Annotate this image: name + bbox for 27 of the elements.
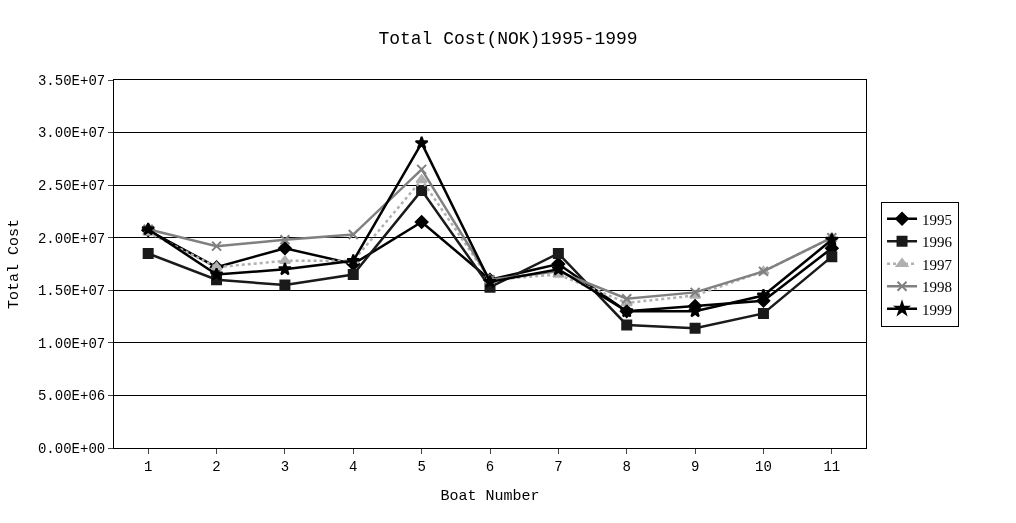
x-tick-label: 5	[417, 458, 426, 475]
y-tick-label: 2.50E+07	[37, 178, 106, 195]
y-tick-label: 1.50E+07	[37, 283, 106, 300]
y-tick-label: 3.00E+07	[37, 125, 106, 142]
x-tick-label: 10	[755, 458, 772, 475]
legend-label: 1999	[922, 301, 953, 318]
x-tick-label: 1	[143, 458, 153, 475]
x-tick-label: 3	[280, 458, 290, 475]
x-tick-label: 6	[485, 458, 495, 475]
x-tick-label: 4	[349, 458, 358, 475]
y-tick-label: 2.00E+07	[37, 230, 106, 247]
y-axis-title: Total Cost	[6, 218, 24, 310]
legend-label: 1995	[922, 211, 953, 228]
legend-label: 1997	[922, 256, 953, 273]
x-tick-label: 11	[823, 458, 841, 475]
y-tick-label: 0.00E+00	[37, 440, 106, 457]
x-tick-label: 8	[622, 458, 631, 475]
y-tick-label: 1.00E+07	[37, 335, 106, 352]
chart-title: Total Cost(NOK)1995-1999	[378, 28, 638, 49]
y-tick-label: 5.00E+06	[37, 388, 106, 405]
x-axis-title: Boat Number	[440, 487, 540, 505]
legend-label: 1996	[922, 234, 953, 251]
x-tick-label: 7	[554, 458, 563, 475]
y-tick-label: 3.50E+07	[37, 72, 106, 89]
legend-label: 1998	[922, 279, 953, 296]
x-tick-label: 2	[212, 458, 221, 475]
x-tick-label: 9	[690, 458, 700, 475]
